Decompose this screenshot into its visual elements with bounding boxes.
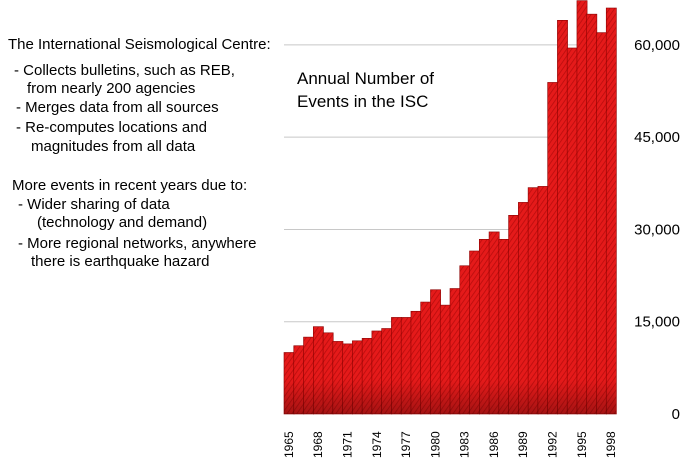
more-events-heading: More events in recent years due to: <box>12 177 248 194</box>
bars <box>283 0 617 415</box>
bar-1996 <box>586 13 598 415</box>
bullet-sharing-cont: (technology and demand) <box>37 214 208 231</box>
bullet-networks: - More regional networks, anywhere <box>18 235 257 252</box>
y-tick-label: 30,000 <box>634 221 680 238</box>
bullet-collects-cont: from nearly 200 agencies <box>27 80 196 97</box>
y-tick-label: 15,000 <box>634 314 680 331</box>
x-tick-label: 1998 <box>604 431 618 458</box>
bullet-collects: - Collects bulletins, such as REB, <box>14 62 235 79</box>
bar-1994 <box>566 47 578 415</box>
x-tick-label: 1986 <box>487 431 501 458</box>
x-tick-label: 1989 <box>516 431 530 458</box>
x-tick-label: 1992 <box>546 431 560 458</box>
x-tick-label: 1974 <box>370 431 384 458</box>
floor-shade <box>284 380 616 414</box>
bar-1993 <box>557 20 568 415</box>
x-tick-label: 1977 <box>399 431 413 458</box>
bullet-recomputes-cont: magnitudes from all data <box>31 138 196 155</box>
x-tick-label: 1983 <box>458 431 472 458</box>
x-tick-label: 1995 <box>575 431 589 458</box>
y-tick-label: 45,000 <box>634 129 680 146</box>
bullet-sharing: - Wider sharing of data <box>18 196 170 213</box>
chart-title-line-2: Events in the ISC <box>297 92 428 111</box>
description-panel: The International Seismological Centre: … <box>0 0 300 300</box>
y-tick-label: 0 <box>672 406 680 423</box>
x-tick-label: 1965 <box>282 431 296 458</box>
isc-heading: The International Seismological Centre: <box>8 36 271 53</box>
bullet-networks-cont: there is earthquake hazard <box>31 253 210 270</box>
x-tick-label: 1968 <box>311 431 325 458</box>
y-axis-ticks: 0 15,000 30,000 45,000 60,000 <box>634 37 680 423</box>
x-tick-label: 1971 <box>340 431 354 458</box>
x-tick-label: 1980 <box>428 431 442 458</box>
bar-1991 <box>537 186 549 415</box>
bar-1998 <box>605 7 617 415</box>
bar-shading <box>284 380 616 414</box>
chart-title-line-1: Annual Number of <box>297 69 434 88</box>
x-axis-ticks: 1965 1968 1971 1974 1977 1980 1983 1986 1989 1992… <box>282 431 618 458</box>
bar-1995 <box>576 0 588 415</box>
bullet-merges: - Merges data from all sources <box>16 99 219 116</box>
bar-1997 <box>596 32 607 415</box>
bullet-recomputes: - Re-computes locations and <box>16 119 207 136</box>
bar-1992 <box>547 82 559 415</box>
y-tick-label: 60,000 <box>634 37 680 54</box>
